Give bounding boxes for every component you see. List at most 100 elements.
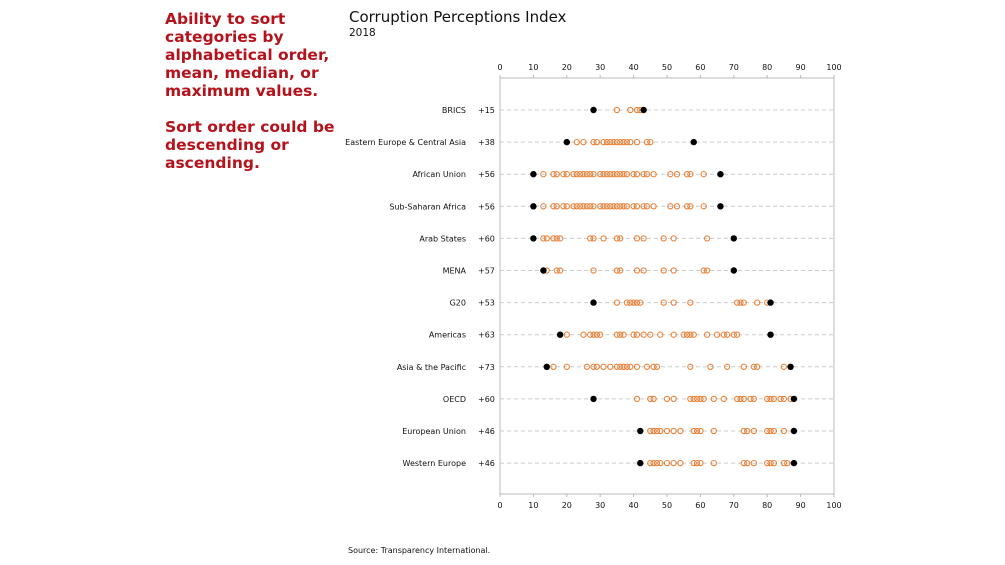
country-point (633, 395, 641, 403)
category-label: Eastern Europe & Central Asia (345, 138, 466, 147)
country-point (777, 395, 784, 403)
country-point (663, 395, 671, 403)
country-point (720, 395, 727, 403)
country-point (690, 331, 697, 338)
country-point (687, 171, 694, 178)
country-point (780, 395, 788, 403)
country-point (693, 427, 701, 435)
country-point (590, 203, 597, 210)
country-point (543, 235, 550, 242)
country-point (690, 395, 697, 403)
country-point (764, 459, 771, 467)
country-point (633, 171, 641, 178)
country-point (667, 171, 674, 178)
country-point (740, 299, 747, 306)
max-point (767, 331, 774, 338)
country-point (603, 203, 611, 210)
country-point (623, 138, 631, 146)
country-point (553, 203, 560, 210)
min-point (563, 138, 570, 146)
country-point (570, 203, 577, 210)
country-point (563, 363, 570, 370)
x-tick-label-top: 90 (796, 63, 806, 72)
category-label: G20 (450, 299, 466, 308)
country-point (740, 427, 747, 435)
x-tick-label-bottom: 80 (762, 501, 772, 510)
country-point (620, 138, 627, 146)
country-point (710, 427, 717, 435)
annotation-paragraph-sort-criteria: Ability to sort categories by alphabetic… (165, 10, 330, 100)
category-label: African Union (412, 170, 466, 179)
country-point (697, 427, 704, 435)
country-point (667, 203, 674, 210)
country-point (744, 459, 751, 467)
country-point (597, 203, 604, 210)
country-point (630, 203, 637, 210)
country-point (617, 138, 624, 146)
country-point (740, 395, 747, 403)
country-point (633, 106, 641, 114)
country-point (700, 395, 707, 403)
country-point (563, 331, 570, 338)
annotation-paragraph-sort-order: Sort order could be descending or ascend… (165, 118, 335, 172)
country-point (623, 299, 631, 306)
x-tick-label-bottom: 70 (729, 501, 739, 510)
country-point (687, 395, 694, 403)
country-point (593, 363, 601, 370)
x-tick-label-bottom: 50 (662, 501, 672, 510)
country-point (693, 459, 701, 467)
country-point (600, 138, 607, 146)
country-point (617, 331, 624, 338)
min-point (637, 427, 644, 435)
country-point (590, 138, 597, 146)
x-tick-label-top: 20 (562, 63, 572, 72)
country-point (627, 138, 634, 146)
country-point (767, 459, 774, 467)
category-label: Sub-Saharan Africa (389, 202, 466, 211)
country-point (690, 459, 697, 467)
country-point (563, 203, 570, 210)
x-tick-label-bottom: 10 (528, 501, 538, 510)
range-label: +38 (478, 138, 495, 147)
country-point (713, 331, 721, 338)
country-point (640, 267, 647, 274)
country-point (663, 459, 671, 467)
min-point (590, 106, 597, 114)
country-point (570, 171, 577, 178)
country-point (673, 171, 681, 178)
country-point (750, 363, 757, 370)
x-tick-label-bottom: 20 (562, 501, 572, 510)
country-point (640, 203, 647, 210)
country-point (540, 171, 547, 178)
min-point (530, 235, 537, 242)
country-point (613, 331, 621, 338)
range-label: +56 (478, 202, 495, 211)
country-point (643, 203, 651, 210)
range-label: +57 (478, 267, 495, 276)
country-point (617, 171, 624, 178)
min-point (530, 203, 537, 210)
country-point (633, 203, 641, 210)
x-tick-label-bottom: 100 (826, 501, 841, 510)
country-point (653, 363, 661, 370)
country-point (643, 171, 651, 178)
country-point (640, 171, 647, 178)
country-point (623, 203, 631, 210)
min-point (540, 267, 547, 274)
max-point (790, 395, 798, 403)
country-point (703, 331, 711, 338)
country-point (647, 459, 654, 467)
country-point (670, 459, 677, 467)
country-point (754, 363, 761, 370)
country-point (556, 235, 564, 242)
x-tick-label-top: 0 (497, 63, 502, 72)
country-point (703, 267, 711, 274)
country-point (633, 299, 641, 306)
country-point (780, 427, 788, 435)
country-point (550, 171, 557, 178)
country-point (630, 331, 637, 338)
range-label: +53 (478, 299, 495, 308)
country-point (590, 235, 597, 242)
country-point (600, 235, 607, 242)
